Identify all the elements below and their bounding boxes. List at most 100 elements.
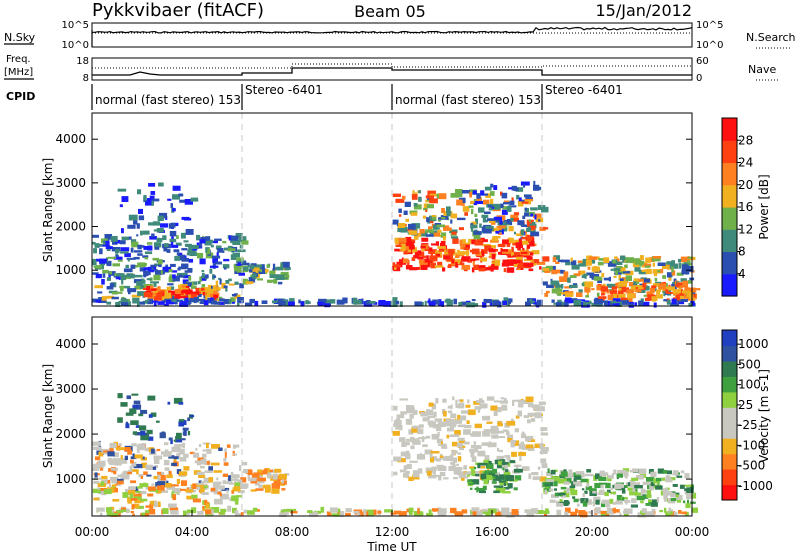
- power-cell: [428, 249, 437, 254]
- power-cell: [491, 237, 498, 242]
- power-cell: [235, 233, 243, 239]
- power-cell: [393, 264, 401, 268]
- vel-cell: [133, 496, 142, 500]
- vel-cell: [442, 398, 447, 403]
- power-cell: [671, 266, 674, 273]
- vel-cell: [476, 487, 486, 491]
- vel-cell: [164, 442, 169, 446]
- vel-cell: [527, 419, 531, 424]
- vel-cell: [172, 494, 177, 501]
- power-cell: [507, 301, 510, 307]
- power-cell: [176, 252, 180, 256]
- power-cell: [666, 261, 675, 265]
- vel-cell: [228, 482, 235, 485]
- vel-cell: [460, 410, 469, 414]
- vel-cell: [211, 444, 220, 449]
- power-cell: [457, 259, 460, 265]
- vel-cell: [216, 477, 219, 481]
- power-cell: [164, 292, 172, 299]
- vel-cell: [205, 509, 212, 515]
- vel-cell: [487, 442, 497, 448]
- power-cell: [516, 233, 523, 236]
- power-cell: [414, 252, 419, 258]
- vel-cell: [503, 486, 510, 490]
- vel-cell: [146, 429, 153, 435]
- power-cell: [224, 247, 231, 251]
- vel-cell: [434, 418, 443, 422]
- vel-cell: [549, 499, 556, 503]
- power-cell: [390, 300, 396, 307]
- power-cell: [491, 264, 499, 270]
- vel-cell: [250, 489, 257, 492]
- power-cell: [169, 274, 173, 280]
- power-cell: [580, 270, 586, 275]
- vel-cell: [663, 498, 667, 502]
- vel-cell: [120, 402, 128, 407]
- vel-cell: [485, 474, 492, 481]
- vel-cell: [230, 471, 234, 477]
- colorbar-tick-label: -100: [738, 438, 765, 452]
- vel-cell: [395, 426, 401, 430]
- vel-cell: [168, 455, 175, 459]
- vel-cell: [400, 451, 410, 457]
- power-cell: [115, 253, 118, 256]
- power-cell: [473, 264, 479, 270]
- power-cell: [609, 290, 613, 295]
- vel-cell: [174, 444, 181, 449]
- vel-cell: [464, 471, 474, 475]
- vel-cell: [140, 498, 148, 502]
- vel-cell: [226, 444, 231, 448]
- vel-cell: [150, 502, 153, 506]
- vel-cell: [517, 399, 527, 403]
- vel-cell: [390, 512, 396, 515]
- power-cell: [609, 302, 614, 306]
- vel-cell: [132, 513, 135, 516]
- power-cell: [259, 269, 263, 272]
- vel-cell: [145, 505, 152, 508]
- vel-cell: [326, 511, 329, 514]
- vel-cell: [512, 399, 521, 402]
- power-cell: [167, 198, 172, 201]
- vel-cell: [160, 474, 166, 481]
- nsky-tick-top: 10^5: [62, 20, 89, 31]
- power-cell: [403, 249, 408, 255]
- power-cell: [473, 233, 481, 240]
- colorbar-cell: [722, 453, 737, 470]
- vel-cell: [409, 460, 418, 463]
- vel-cell: [454, 430, 461, 436]
- power-cell: [470, 226, 474, 232]
- power-cell: [170, 222, 176, 228]
- power-cell: [110, 236, 118, 242]
- power-cell: [210, 297, 214, 303]
- power-cell: [184, 255, 187, 260]
- power-cell: [606, 283, 616, 288]
- vel-cell: [575, 471, 584, 475]
- power-cell: [182, 279, 189, 284]
- power-cell: [399, 259, 407, 265]
- power-cell: [672, 289, 682, 294]
- power-cell: [437, 229, 442, 233]
- power-cell: [691, 302, 695, 305]
- vel-cell: [493, 485, 501, 488]
- vel-cell: [218, 447, 223, 451]
- vel-cell: [182, 427, 189, 431]
- power-cell: [154, 270, 163, 275]
- power-cell: [188, 294, 192, 301]
- power-cell: [130, 264, 136, 269]
- power-cell: [652, 262, 655, 267]
- power-cell: [212, 258, 218, 263]
- vel-cell: [130, 511, 134, 514]
- power-cell: [140, 230, 143, 236]
- power-cell: [506, 242, 511, 247]
- power-cell: [438, 193, 447, 200]
- power-cell: [521, 236, 530, 240]
- power-cell: [166, 249, 171, 253]
- power-cell: [101, 279, 105, 285]
- vel-cell: [432, 424, 440, 429]
- power-cell: [528, 268, 534, 272]
- power-cell: [418, 190, 421, 194]
- colorbar-cell: [722, 484, 737, 501]
- power-cell: [176, 299, 183, 302]
- power-cell: [503, 200, 510, 203]
